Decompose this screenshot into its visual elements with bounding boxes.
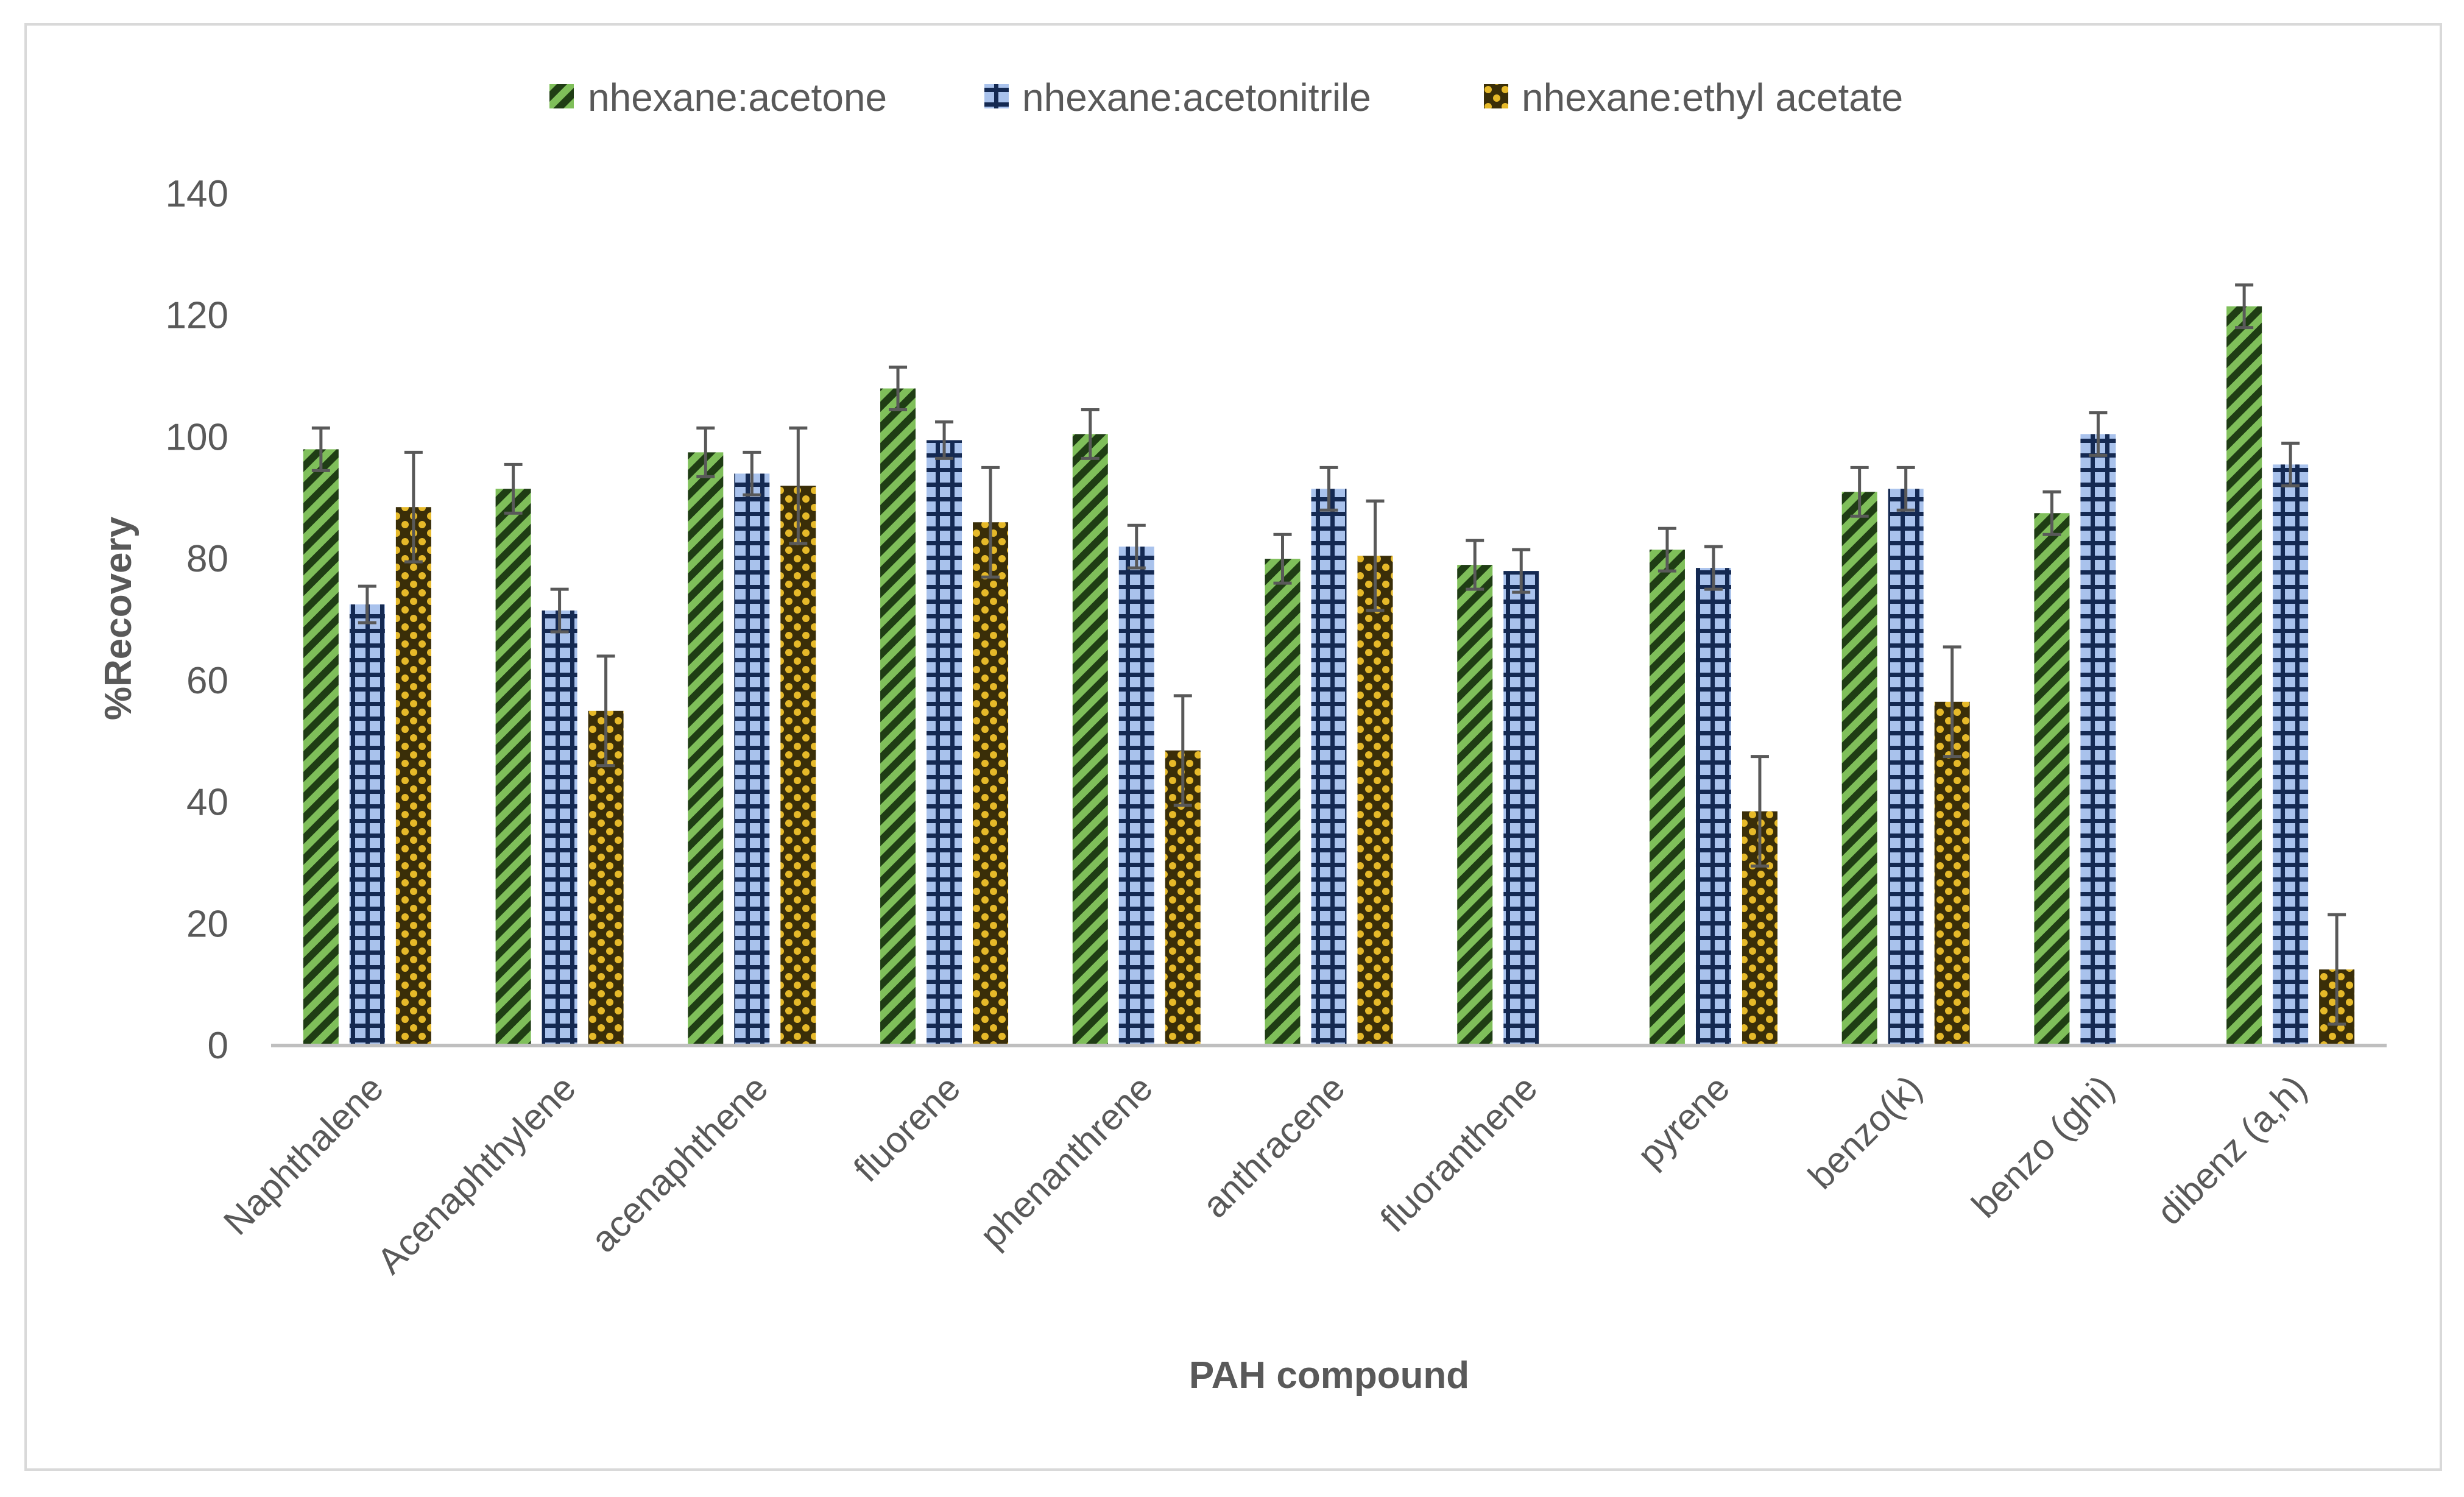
legend-swatch [1484, 84, 1508, 108]
bar [495, 489, 531, 1046]
legend-swatch [984, 84, 1009, 108]
bar [880, 388, 916, 1046]
bar [1934, 701, 1970, 1046]
error-bar [550, 587, 569, 634]
legend-item: nhexane:ethyl acetate [1484, 76, 1903, 119]
y-tick-label: 0 [208, 1025, 228, 1067]
error-bar [2281, 441, 2300, 487]
bar [1311, 489, 1347, 1046]
bar [1072, 434, 1108, 1046]
bar [973, 522, 1009, 1046]
bar [542, 610, 577, 1046]
error-bar [1943, 645, 1961, 759]
error-bar [1850, 465, 1869, 518]
error-bar [404, 450, 423, 564]
legend-label: nhexane:acetonitrile [1022, 76, 1371, 119]
error-bar [1896, 465, 1915, 512]
y-tick-label: 20 [186, 903, 228, 945]
y-tick-label: 40 [186, 782, 228, 824]
error-bar [2328, 913, 2346, 1026]
error-bars [311, 283, 2346, 1026]
bar [395, 507, 431, 1046]
bar [2226, 306, 2262, 1046]
error-bar [889, 366, 908, 411]
error-bar [981, 465, 1000, 579]
y-axis-title: %Recovery [97, 516, 139, 720]
error-bar [696, 426, 715, 478]
error-bar [1512, 548, 1531, 594]
error-bar [743, 450, 761, 497]
error-bar [311, 426, 330, 472]
bar [349, 604, 385, 1046]
legend-label: nhexane:ethyl acetate [1522, 76, 1903, 119]
error-bar [1466, 539, 1484, 591]
bar [303, 449, 339, 1046]
bar [2080, 434, 2116, 1046]
error-bar [596, 654, 615, 768]
bar [2034, 513, 2070, 1046]
bar [780, 486, 816, 1046]
y-tick-label: 100 [166, 416, 228, 458]
error-bar [1657, 526, 1676, 573]
y-tick-label: 120 [166, 295, 228, 337]
error-bar [2089, 411, 2108, 457]
legend-item: nhexane:acetonitrile [984, 76, 1371, 119]
error-bar [1366, 499, 1385, 612]
bar [1649, 550, 1685, 1046]
bar [927, 440, 962, 1046]
bar [1265, 559, 1301, 1046]
legend-item: nhexane:acetone [549, 76, 887, 119]
bar [734, 473, 770, 1046]
bar [1888, 489, 1924, 1046]
x-axis-title: PAH compound [1189, 1354, 1469, 1396]
error-bar [1704, 545, 1723, 591]
legend-label: nhexane:acetone [588, 76, 887, 119]
bar [1503, 571, 1539, 1046]
error-bar [1173, 694, 1192, 807]
error-bar [1127, 523, 1146, 570]
legend: nhexane:acetone nhexane:acetonitrile nhe… [549, 76, 1903, 119]
bar [1118, 547, 1154, 1046]
error-bar [1750, 755, 1769, 868]
y-tick-label: 140 [166, 173, 228, 215]
bar [2273, 464, 2309, 1046]
y-tick-label: 80 [186, 538, 228, 580]
error-bar [935, 420, 954, 460]
error-bar [1273, 533, 1292, 585]
error-bar [789, 426, 808, 545]
legend-swatch [549, 84, 574, 108]
error-bar [2042, 490, 2061, 536]
bar [1841, 492, 1877, 1046]
bar [688, 452, 724, 1046]
bars [303, 306, 2355, 1046]
error-bar [358, 584, 376, 625]
bar [1457, 565, 1493, 1046]
y-tick-label: 60 [186, 660, 228, 702]
y-axis-ticks: 0 20 40 60 80 100 120 140 [166, 173, 228, 1067]
bar [1357, 556, 1393, 1046]
error-bar [504, 462, 523, 515]
error-bar [1081, 408, 1100, 460]
bar [1695, 568, 1731, 1046]
error-bar [2235, 283, 2254, 330]
error-bar [1319, 465, 1338, 512]
